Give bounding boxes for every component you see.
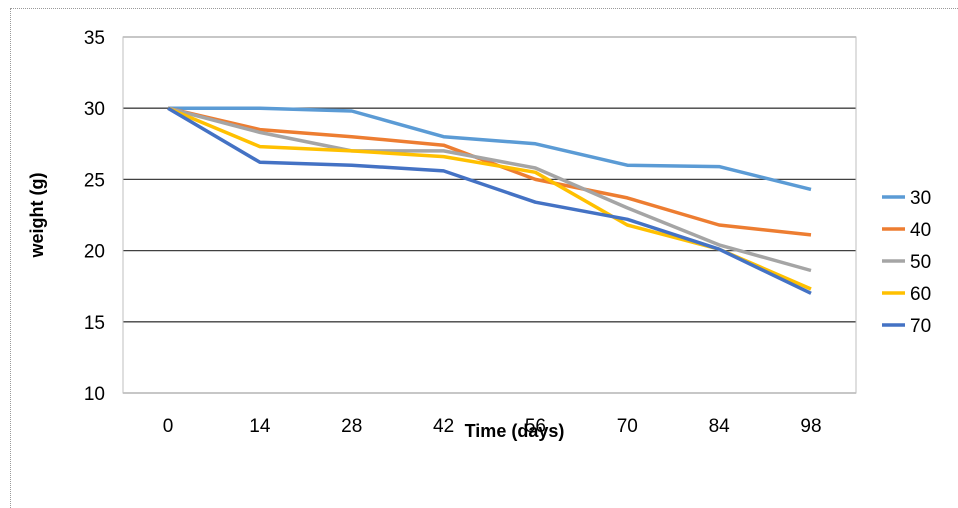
gridlines [123, 36, 856, 394]
x-tick-label: 28 [341, 416, 362, 437]
legend-label: 60 [910, 284, 931, 305]
y-axis-ticks: 10 15 20 25 30 35 [84, 28, 105, 405]
series-line-50 [167, 106, 812, 273]
x-tick-label: 70 [617, 416, 638, 437]
x-tick-label: 56 [525, 416, 546, 437]
legend-label: 70 [910, 316, 931, 337]
x-tick-label: 0 [163, 416, 174, 437]
y-tick-label: 15 [84, 313, 105, 334]
series-line-60 [167, 106, 812, 291]
series-lines [167, 106, 812, 295]
series-line-70 [167, 106, 812, 295]
x-tick-label: 42 [433, 416, 454, 437]
x-axis-ticks: 0 14 28 42 56 70 84 98 [163, 416, 822, 437]
y-axis-title: weight (g) [27, 173, 47, 259]
legend-label: 50 [910, 252, 931, 273]
legend-label: 40 [910, 220, 931, 241]
series-line-40 [167, 106, 812, 237]
x-tick-label: 14 [249, 416, 271, 437]
y-tick-label: 20 [84, 242, 105, 263]
plot-area [122, 36, 857, 394]
x-tick-label: 84 [709, 416, 731, 437]
legend-label: 30 [910, 188, 931, 209]
y-tick-label: 25 [84, 170, 105, 191]
x-tick-label: 98 [800, 416, 821, 437]
y-tick-label: 35 [84, 28, 105, 49]
chart-frame [10, 8, 958, 508]
legend: 30 40 50 60 70 [882, 188, 931, 337]
y-tick-label: 30 [84, 99, 105, 120]
y-tick-label: 10 [84, 384, 105, 405]
series-line-30 [168, 106, 812, 192]
x-axis-title: Time (days) [465, 421, 565, 441]
